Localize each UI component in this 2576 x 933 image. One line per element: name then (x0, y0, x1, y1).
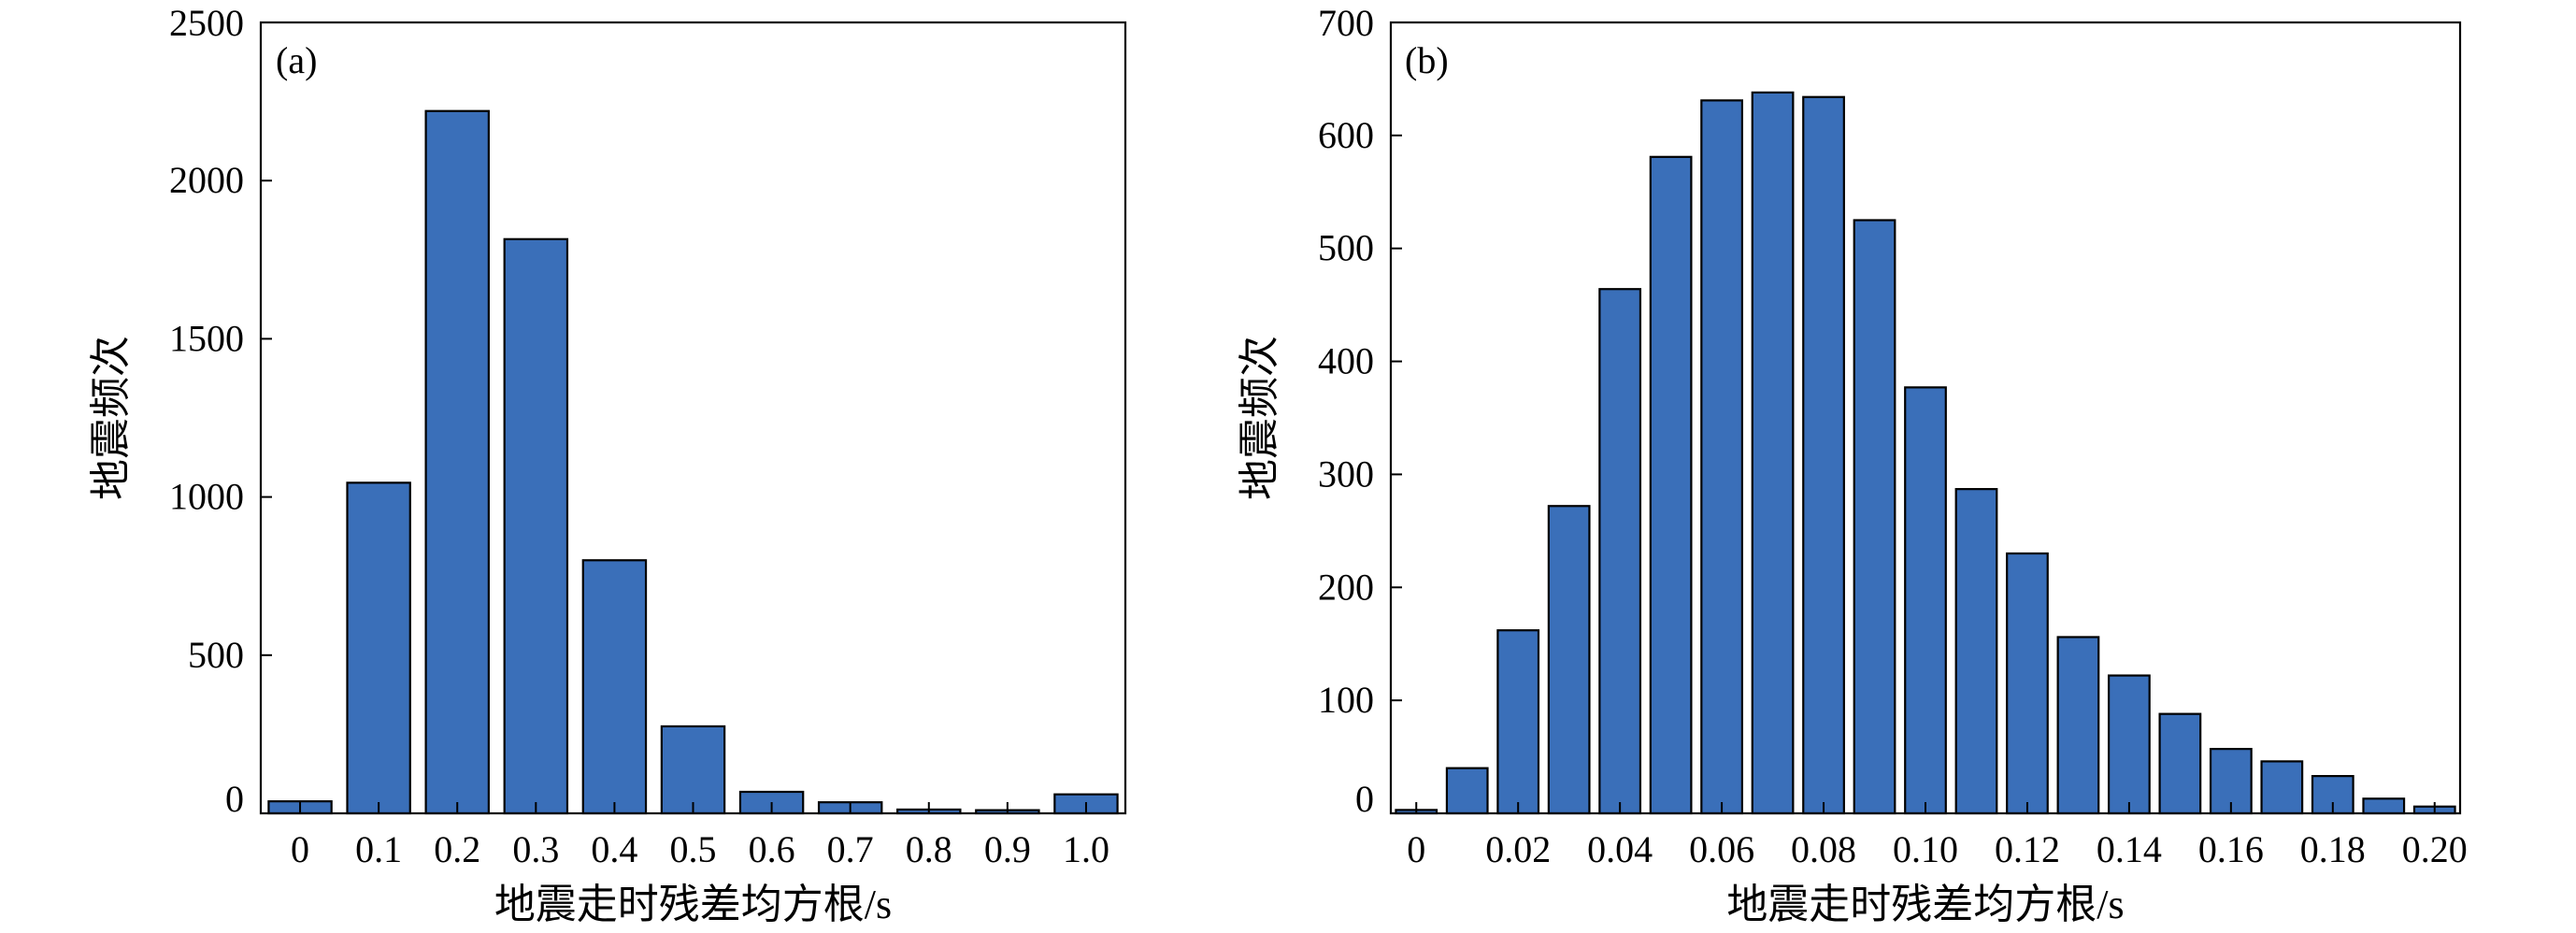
x-tick-label: 0.8 (906, 828, 952, 870)
x-tick-label: 0.16 (2198, 828, 2264, 870)
bar (2158, 712, 2202, 815)
bar (660, 725, 726, 815)
x-tick-label: 0.3 (512, 828, 559, 870)
x-tick-label: 0 (1407, 828, 1425, 870)
bar (1751, 91, 1795, 815)
x-tick-label: 0.4 (591, 828, 637, 870)
bar (1496, 629, 1540, 815)
bar (503, 237, 569, 815)
y-tick-label: 700 (1318, 2, 1374, 44)
x-tick-label: 0.1 (355, 828, 402, 870)
y-tick-label: 0 (225, 778, 244, 820)
x-tick-label: 0.06 (1689, 828, 1754, 870)
x-tick-label: 0.12 (1995, 828, 2060, 870)
bar (2362, 797, 2406, 815)
bar (1598, 288, 1642, 815)
y-tick-label: 1500 (169, 317, 244, 359)
bar (1649, 155, 1693, 815)
bar (2260, 760, 2304, 815)
y-tick-label: 400 (1318, 340, 1374, 382)
x-tick-label: 0.20 (2402, 828, 2468, 870)
bar (1904, 386, 1947, 815)
bar (2108, 674, 2151, 815)
x-tick-label: 0.08 (1791, 828, 1856, 870)
bar (1853, 219, 1896, 815)
panel-label: (a) (276, 39, 317, 81)
y-axis-title: 地震频次 (88, 336, 134, 500)
x-tick-label: 0.02 (1485, 828, 1551, 870)
y-tick-label: 1000 (169, 476, 244, 518)
bar (2056, 636, 2100, 815)
x-axis-title: 地震走时残差均方根/s (494, 882, 892, 927)
bar (1954, 488, 1998, 815)
x-tick-label: 0.5 (670, 828, 717, 870)
x-tick-label: 0.7 (827, 828, 874, 870)
y-axis-title: 地震频次 (1237, 336, 1282, 500)
y-tick-label: 300 (1318, 452, 1374, 495)
x-tick-label: 0.18 (2300, 828, 2366, 870)
x-axis-title: 地震走时残差均方根/s (1726, 882, 2124, 927)
x-tick-label: 0.04 (1587, 828, 1653, 870)
x-tick-label: 0.6 (749, 828, 795, 870)
bar (1802, 95, 1845, 815)
chart-panel-a: 0 500 1000 1500 2000 2500 0 0.1 0.2 0.3 0.4 0.5 0.6 0… (88, 2, 1127, 927)
y-tick-label: 0 (1355, 778, 1374, 820)
x-tick-label: 1.0 (1063, 828, 1109, 870)
bar (1700, 99, 1743, 815)
y-tick-label: 2500 (169, 2, 244, 44)
y-tick-label: 2000 (169, 159, 244, 201)
y-tick-label: 200 (1318, 566, 1374, 608)
bar (2006, 552, 2049, 815)
x-tick-label: 0.14 (2097, 828, 2162, 870)
x-tick-label: 0.10 (1893, 828, 1958, 870)
y-tick-label: 500 (1318, 227, 1374, 269)
y-tick-label: 500 (188, 634, 244, 676)
panel-label: (b) (1405, 39, 1449, 81)
y-tick-label: 100 (1318, 679, 1374, 721)
x-tick-label: 0.2 (434, 828, 480, 870)
bar (581, 559, 648, 815)
bar (1445, 767, 1489, 815)
x-tick-label: 0 (291, 828, 309, 870)
bar (424, 109, 490, 815)
y-tick-label: 600 (1318, 114, 1374, 156)
bar (346, 481, 411, 815)
x-tick-label: 0.9 (984, 828, 1031, 870)
chart-panel-b: 0 100 200 300 400 500 600 700 0 0.02 0.04 0.06 0.08 0… (1237, 2, 2468, 927)
bar (1547, 505, 1591, 815)
